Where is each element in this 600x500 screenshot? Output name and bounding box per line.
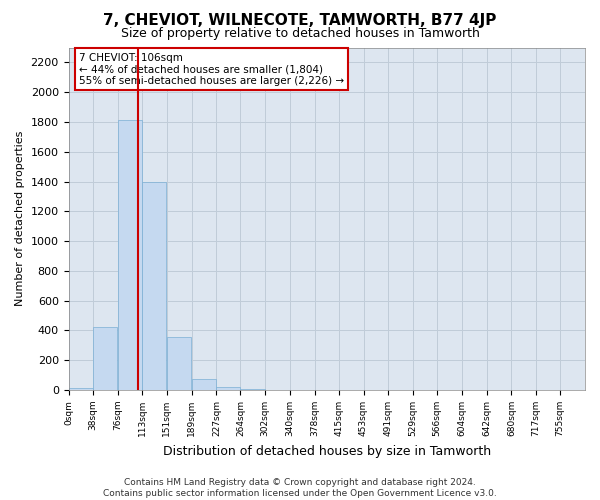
- Text: 7 CHEVIOT: 106sqm
← 44% of detached houses are smaller (1,804)
55% of semi-detac: 7 CHEVIOT: 106sqm ← 44% of detached hous…: [79, 52, 344, 86]
- Text: Contains HM Land Registry data © Crown copyright and database right 2024.
Contai: Contains HM Land Registry data © Crown c…: [103, 478, 497, 498]
- Bar: [167, 337, 191, 390]
- Bar: [118, 120, 142, 390]
- Y-axis label: Number of detached properties: Number of detached properties: [15, 131, 25, 306]
- Text: Size of property relative to detached houses in Tamworth: Size of property relative to detached ho…: [121, 28, 479, 40]
- Bar: [191, 379, 216, 390]
- Text: 7, CHEVIOT, WILNECOTE, TAMWORTH, B77 4JP: 7, CHEVIOT, WILNECOTE, TAMWORTH, B77 4JP: [103, 12, 497, 28]
- Bar: [68, 388, 92, 390]
- Bar: [241, 388, 265, 390]
- Bar: [217, 387, 241, 390]
- Bar: [93, 327, 118, 390]
- X-axis label: Distribution of detached houses by size in Tamworth: Distribution of detached houses by size …: [163, 444, 491, 458]
- Bar: [142, 182, 166, 390]
